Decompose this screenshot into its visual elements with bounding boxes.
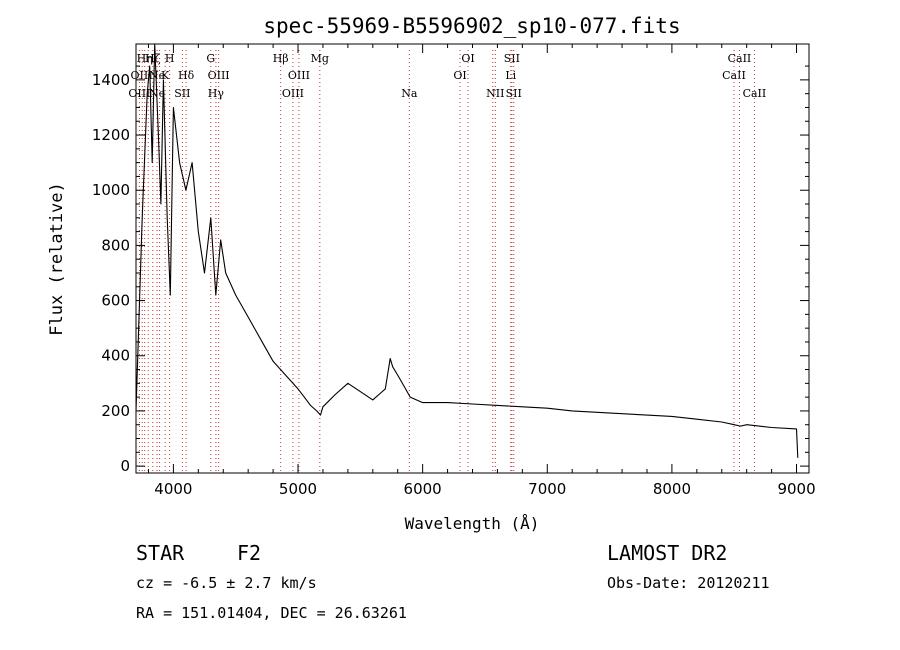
line-marker-label: OI	[453, 69, 466, 82]
line-marker-label: CaII	[743, 87, 767, 100]
line-marker-label: Li	[505, 69, 516, 82]
x-axis-label: Wavelength (Å)	[405, 514, 540, 533]
line-marker-label: SII	[506, 87, 522, 100]
line-marker-label: Hζ	[145, 52, 161, 65]
y-tick-label: 400	[101, 347, 130, 365]
line-marker-label: Hβ	[273, 52, 289, 65]
line-markers: OIIOIIIHηHζNeNeKHSIIHδGHγOIIIHβOIIIOIIIM…	[128, 50, 766, 473]
y-tick-label: 0	[120, 457, 130, 475]
axes: 4000 5000 6000 7000 8000 9000 0 200 400 600 800 100…	[92, 44, 816, 498]
line-marker-label: K	[161, 69, 170, 82]
line-marker-label: Hδ	[178, 69, 195, 82]
line-marker-label: Hγ	[208, 87, 225, 100]
x-tick-label: 7000	[528, 480, 566, 498]
y-tick-label: 1000	[92, 181, 130, 199]
line-marker-label: OII	[131, 69, 149, 82]
line-marker-label: OIII	[288, 69, 310, 82]
line-marker-label: OI	[461, 52, 474, 65]
line-marker-label: CaII	[722, 69, 746, 82]
x-tick-label: 4000	[154, 480, 192, 498]
line-marker-label: SII	[174, 87, 190, 100]
y-axis-label: Flux (relative)	[47, 182, 67, 336]
line-marker-label: Mg	[311, 52, 329, 65]
y-tick-label: 200	[101, 402, 130, 420]
redshift-text: cz = -6.5 ± 2.7 km/s	[136, 574, 317, 592]
y-tick-label: 1400	[92, 71, 130, 89]
series-layer	[135, 43, 799, 458]
plot-frame	[135, 43, 810, 474]
line-marker-label: Ne	[149, 69, 165, 82]
x-tick-label: 8000	[653, 480, 691, 498]
x-tick-label: 6000	[404, 480, 442, 498]
object-subclass: F2	[237, 541, 262, 565]
x-tick-label: 9000	[777, 480, 815, 498]
spectrum-line	[135, 43, 799, 458]
line-marker-label: H	[165, 52, 175, 65]
line-marker-label: OIII	[282, 87, 304, 100]
line-marker-label: Na	[401, 87, 418, 100]
line-marker-label: Hη	[137, 52, 153, 65]
obs-date-text: Obs-Date: 20120211	[607, 574, 770, 592]
line-marker-label: OIII	[208, 69, 230, 82]
survey-name: LAMOST DR2	[607, 541, 728, 565]
y-tick-label: 1200	[92, 126, 130, 144]
line-marker-label: SII	[504, 52, 520, 65]
line-marker-label: G	[206, 52, 215, 65]
x-tick-label: 5000	[279, 480, 317, 498]
y-tick-label: 800	[101, 236, 130, 254]
line-marker-label: CaII	[728, 52, 752, 65]
object-class: STAR	[136, 541, 185, 565]
line-marker-label: NII	[486, 87, 504, 100]
chart-title: spec-55969-B5596902_sp10-077.fits	[263, 14, 680, 38]
coordinates-text: RA = 151.01404, DEC = 26.63261	[136, 604, 407, 622]
y-tick-label: 600	[101, 292, 130, 310]
